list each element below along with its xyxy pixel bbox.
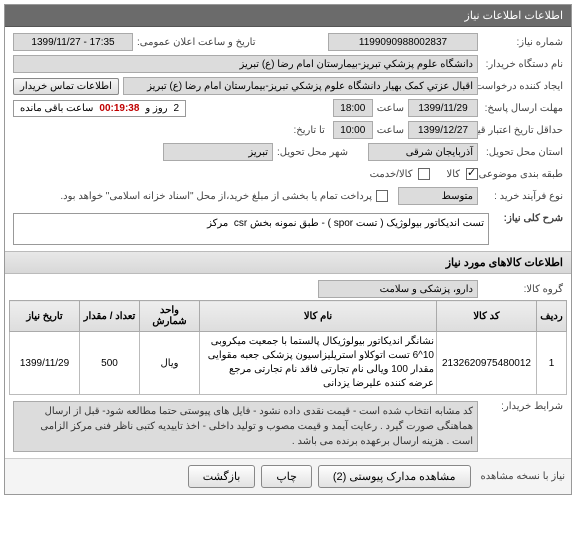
countdown-days: 2 <box>174 103 180 114</box>
table-row: 1 2132620975480012 نشانگر اندیکاتور بیول… <box>10 332 567 395</box>
desc-label: شرح کلی نیاز: <box>489 213 563 224</box>
attach-note: نیاز با نسخه مشاهده <box>477 471 565 482</box>
cell-qty: 500 <box>80 332 140 395</box>
group-label: گروه کالا: <box>478 284 563 295</box>
col-qty: تعداد / مقدار <box>80 301 140 332</box>
attachments-button[interactable]: مشاهده مدارک پیوستی (2) <box>318 465 471 488</box>
desc-textarea <box>13 213 489 245</box>
process-note-checkbox <box>376 190 388 202</box>
validity-hour-label: ساعت <box>373 125 408 136</box>
goods-check-label: کالا <box>430 169 466 180</box>
org-label: نام دستگاه خریدار: <box>478 59 563 70</box>
close-button[interactable]: بازگشت <box>188 465 256 488</box>
announce-value: 1399/11/27 - 17:35 <box>13 33 133 51</box>
deadline-hour-label: ساعت <box>373 103 408 114</box>
items-table: ردیف کد کالا نام کالا واحد شمارش تعداد /… <box>9 300 567 395</box>
city-label: شهر محل تحویل: <box>273 147 348 158</box>
cell-name: نشانگر اندیکاتور بیولوژیکال پالستما با ج… <box>200 332 437 395</box>
countdown-box: 2 روز و 00:19:38 ساعت باقی مانده <box>13 100 186 117</box>
cell-code: 2132620975480012 <box>437 332 537 395</box>
province-value: آذربایجان شرقی <box>368 143 478 161</box>
countdown-day-label: روز و <box>145 103 167 114</box>
deadline-date: 1399/11/29 <box>408 99 478 117</box>
group-value: دارو، پزشکی و سلامت <box>318 280 478 298</box>
city-value: تبریز <box>163 143 273 161</box>
creator-label: ایجاد کننده درخواست: <box>478 81 563 92</box>
deadline-label: مهلت ارسال پاسخ: <box>478 103 563 114</box>
countdown-time: 00:19:38 <box>99 103 139 114</box>
col-row: ردیف <box>537 301 567 332</box>
province-label: استان محل تحویل: <box>478 147 563 158</box>
req-no-value: 1199090988002837 <box>328 33 478 51</box>
cell-idx: 1 <box>537 332 567 395</box>
cell-unit: ویال <box>140 332 200 395</box>
process-note: پرداخت تمام یا بخشی از مبلغ خرید،از محل … <box>56 191 376 202</box>
panel-title: اطلاعات اطلاعات نیاز <box>5 5 571 27</box>
col-date: تاریخ نیاز <box>10 301 80 332</box>
validity-date: 1399/12/27 <box>408 121 478 139</box>
items-section-title: اطلاعات کالاهای مورد نیاز <box>446 256 563 269</box>
main-panel: اطلاعات اطلاعات نیاز شماره نیاز: 1199090… <box>4 4 572 495</box>
col-code: کد کالا <box>437 301 537 332</box>
org-value: دانشگاه علوم پزشکي تبریز-بیمارستان امام … <box>13 55 478 73</box>
table-header-row: ردیف کد کالا نام کالا واحد شمارش تعداد /… <box>10 301 567 332</box>
req-no-label: شماره نیاز: <box>478 37 563 48</box>
countdown-suffix: ساعت باقی مانده <box>20 103 93 114</box>
col-name: نام کالا <box>200 301 437 332</box>
category-label: طبقه بندی موضوعی: <box>478 169 563 180</box>
process-value: متوسط <box>398 187 478 205</box>
items-body: گروه کالا: دارو، پزشکی و سلامت ردیف کد ک… <box>5 274 571 458</box>
notice-label: شرایط خریدار: <box>478 401 563 412</box>
creator-value: اقبال عزتي کمک بهیار دانشگاه علوم پزشکي … <box>123 77 478 95</box>
service-checkbox <box>418 168 430 180</box>
contact-button[interactable]: اطلاعات تماس خریدار <box>13 78 119 95</box>
deadline-hour: 18:00 <box>333 99 373 117</box>
cell-date: 1399/11/29 <box>10 332 80 395</box>
validity-hour: 10:00 <box>333 121 373 139</box>
items-section-header: اطلاعات کالاهای مورد نیاز <box>5 251 571 274</box>
print-button[interactable]: چاپ <box>261 465 312 488</box>
notice-text: کد مشابه انتخاب شده است - قیمت نقدی داده… <box>18 404 473 449</box>
footer-buttons: نیاز با نسخه مشاهده مشاهده مدارک پیوستی … <box>5 458 571 494</box>
announce-label: تاریخ و ساعت اعلان عمومی: <box>133 37 256 48</box>
validity-label: حداقل تاریخ اعتبار قیمت: <box>478 125 563 136</box>
header-body: شماره نیاز: 1199090988002837 تاریخ و ساع… <box>5 27 571 251</box>
col-unit: واحد شمارش <box>140 301 200 332</box>
service-check-label: کالا/خدمت <box>364 169 419 180</box>
validity-note: تا تاریخ: <box>289 125 332 136</box>
goods-checkbox <box>466 168 478 180</box>
process-label: نوع فرآیند خرید : <box>478 191 563 202</box>
